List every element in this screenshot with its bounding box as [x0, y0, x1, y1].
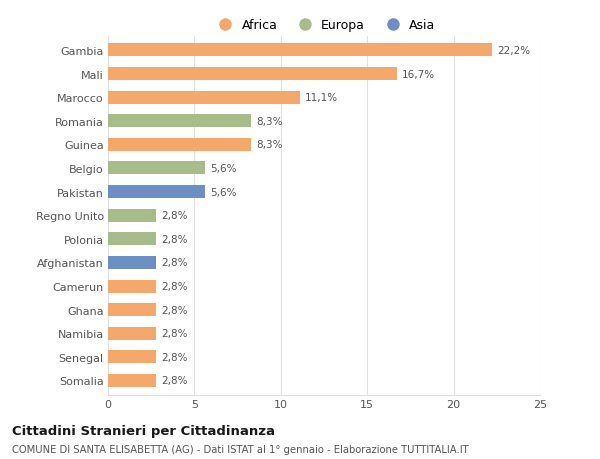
Text: 2,8%: 2,8%: [161, 375, 188, 386]
Bar: [108, 351, 157, 364]
Text: 2,8%: 2,8%: [161, 281, 188, 291]
Bar: [108, 91, 300, 105]
Bar: [108, 209, 157, 222]
Text: COMUNE DI SANTA ELISABETTA (AG) - Dati ISTAT al 1° gennaio - Elaborazione TUTTIT: COMUNE DI SANTA ELISABETTA (AG) - Dati I…: [12, 444, 469, 454]
Text: 5,6%: 5,6%: [210, 163, 236, 174]
Legend: Africa, Europa, Asia: Africa, Europa, Asia: [208, 14, 440, 37]
Text: 2,8%: 2,8%: [161, 352, 188, 362]
Bar: [108, 45, 491, 57]
Text: 22,2%: 22,2%: [497, 46, 530, 56]
Bar: [108, 257, 157, 269]
Text: 5,6%: 5,6%: [210, 187, 236, 197]
Bar: [108, 115, 251, 128]
Bar: [108, 327, 157, 340]
Text: Cittadini Stranieri per Cittadinanza: Cittadini Stranieri per Cittadinanza: [12, 425, 275, 437]
Bar: [108, 162, 205, 175]
Text: 2,8%: 2,8%: [161, 329, 188, 338]
Bar: [108, 186, 205, 199]
Text: 8,3%: 8,3%: [257, 140, 283, 150]
Bar: [108, 68, 397, 81]
Bar: [108, 303, 157, 316]
Text: 2,8%: 2,8%: [161, 211, 188, 221]
Text: 2,8%: 2,8%: [161, 305, 188, 315]
Bar: [108, 233, 157, 246]
Text: 2,8%: 2,8%: [161, 234, 188, 244]
Text: 2,8%: 2,8%: [161, 258, 188, 268]
Bar: [108, 139, 251, 151]
Text: 16,7%: 16,7%: [402, 69, 435, 79]
Bar: [108, 280, 157, 293]
Text: 11,1%: 11,1%: [305, 93, 338, 103]
Bar: [108, 374, 157, 387]
Text: 8,3%: 8,3%: [257, 117, 283, 127]
